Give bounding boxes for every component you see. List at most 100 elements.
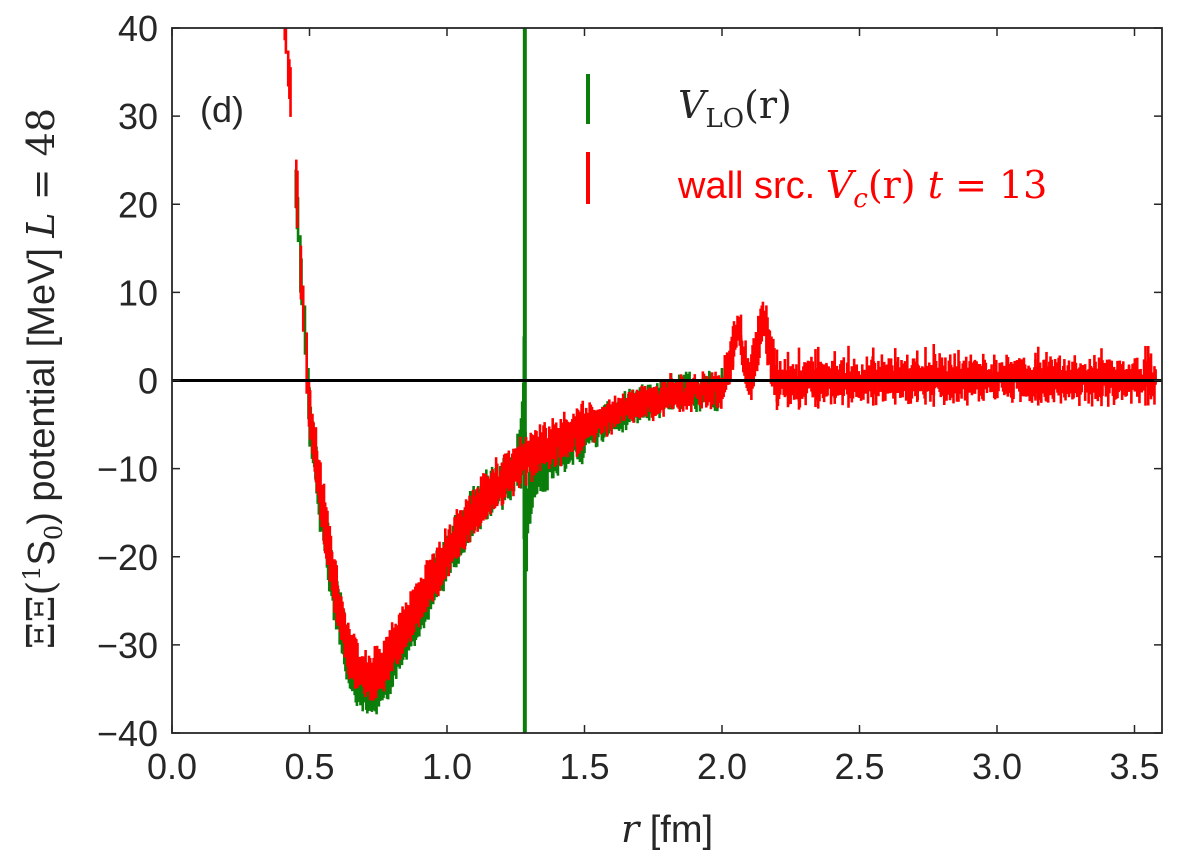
data-mark (333, 584, 337, 588)
y-tick-label: −10 (97, 449, 158, 490)
data-mark (344, 638, 349, 647)
data-mark (530, 487, 534, 494)
data-mark (535, 470, 540, 477)
data-mark (751, 361, 755, 368)
data-mark (531, 478, 535, 488)
data-mark (755, 340, 760, 354)
data-mark (550, 438, 554, 448)
data-mark (639, 401, 643, 407)
data-mark (714, 380, 719, 392)
data-mark (1124, 381, 1128, 385)
data-mark (444, 551, 448, 555)
data-mark (736, 325, 740, 330)
data-mark (541, 442, 545, 452)
data-mark (457, 528, 462, 536)
data-mark (402, 625, 407, 630)
y-tick-label: 0 (138, 361, 158, 402)
data-mark (683, 396, 687, 400)
data-mark (597, 417, 600, 421)
data-mark (1088, 375, 1092, 379)
data-mark (529, 492, 533, 496)
data-mark (658, 396, 663, 402)
data-mark (343, 635, 348, 640)
data-mark (445, 550, 449, 554)
data-mark (572, 426, 576, 431)
data-mark (313, 451, 318, 456)
y-axis-sub: 0 (40, 525, 68, 540)
data-mark (909, 381, 914, 387)
data-mark (540, 468, 545, 472)
data-mark (721, 386, 725, 391)
data-mark (1042, 374, 1046, 379)
data-mark (1011, 381, 1015, 386)
data-mark (602, 417, 606, 421)
x-axis-unit: [fm] (639, 809, 713, 851)
data-mark (1112, 383, 1115, 387)
legend-wall-var: V (826, 163, 857, 207)
data-mark (608, 410, 612, 420)
y-tick-label: 40 (118, 8, 158, 49)
data-mark (440, 563, 445, 567)
y-tick-label: 20 (118, 184, 158, 225)
data-mark (757, 338, 761, 342)
data-mark (318, 481, 322, 492)
data-mark (331, 580, 336, 587)
data-mark (405, 622, 408, 626)
data-mark (337, 609, 342, 617)
data-mark (795, 380, 799, 385)
data-mark (554, 437, 559, 445)
x-axis-label: r [fm] (621, 807, 713, 851)
data-mark (1151, 383, 1154, 386)
data-mark (934, 371, 939, 378)
data-mark (416, 602, 420, 606)
data-mark (851, 382, 854, 386)
data-mark (499, 481, 503, 485)
data-mark (852, 374, 857, 380)
data-mark (623, 407, 627, 412)
data-mark (1000, 373, 1003, 377)
data-mark (480, 496, 485, 503)
plot-layer (172, 28, 1162, 733)
data-mark (740, 352, 745, 360)
data-mark (561, 431, 566, 435)
data-mark (326, 537, 330, 547)
legend-vlo-arg: (r) (744, 83, 792, 127)
data-mark (559, 439, 564, 444)
data-mark (320, 505, 324, 509)
data-mark (426, 579, 431, 590)
data-mark (414, 602, 418, 606)
legend-vlo-var: V (678, 83, 709, 127)
data-mark (1123, 382, 1127, 386)
data-mark (339, 615, 343, 619)
data-mark (590, 420, 595, 426)
y-axis-suffix: ) potential [MeV] (21, 238, 63, 525)
data-mark (1064, 383, 1068, 387)
data-mark (345, 645, 350, 650)
data-mark (1121, 373, 1126, 385)
data-mark (400, 629, 404, 637)
data-mark (442, 553, 447, 558)
data-mark (717, 388, 722, 392)
data-mark (758, 326, 762, 341)
x-tick-label: 0.0 (147, 746, 197, 787)
data-mark (334, 586, 339, 594)
data-mark (649, 399, 654, 404)
x-tick-label: 1.0 (422, 746, 472, 787)
data-mark (759, 323, 763, 327)
data-mark (624, 405, 628, 409)
y-axis-sup: 1 (18, 565, 46, 580)
data-mark (605, 414, 610, 421)
data-mark (996, 382, 1000, 386)
data-mark (1097, 372, 1102, 380)
data-mark (519, 459, 523, 463)
data-mark (512, 467, 516, 473)
data-mark (402, 628, 405, 632)
data-mark (395, 643, 399, 648)
data-mark (1030, 382, 1035, 387)
data-mark (527, 493, 532, 499)
data-mark (682, 385, 687, 390)
data-mark (494, 481, 499, 486)
data-mark (366, 693, 370, 697)
data-mark (594, 421, 598, 426)
data-mark (423, 588, 427, 597)
